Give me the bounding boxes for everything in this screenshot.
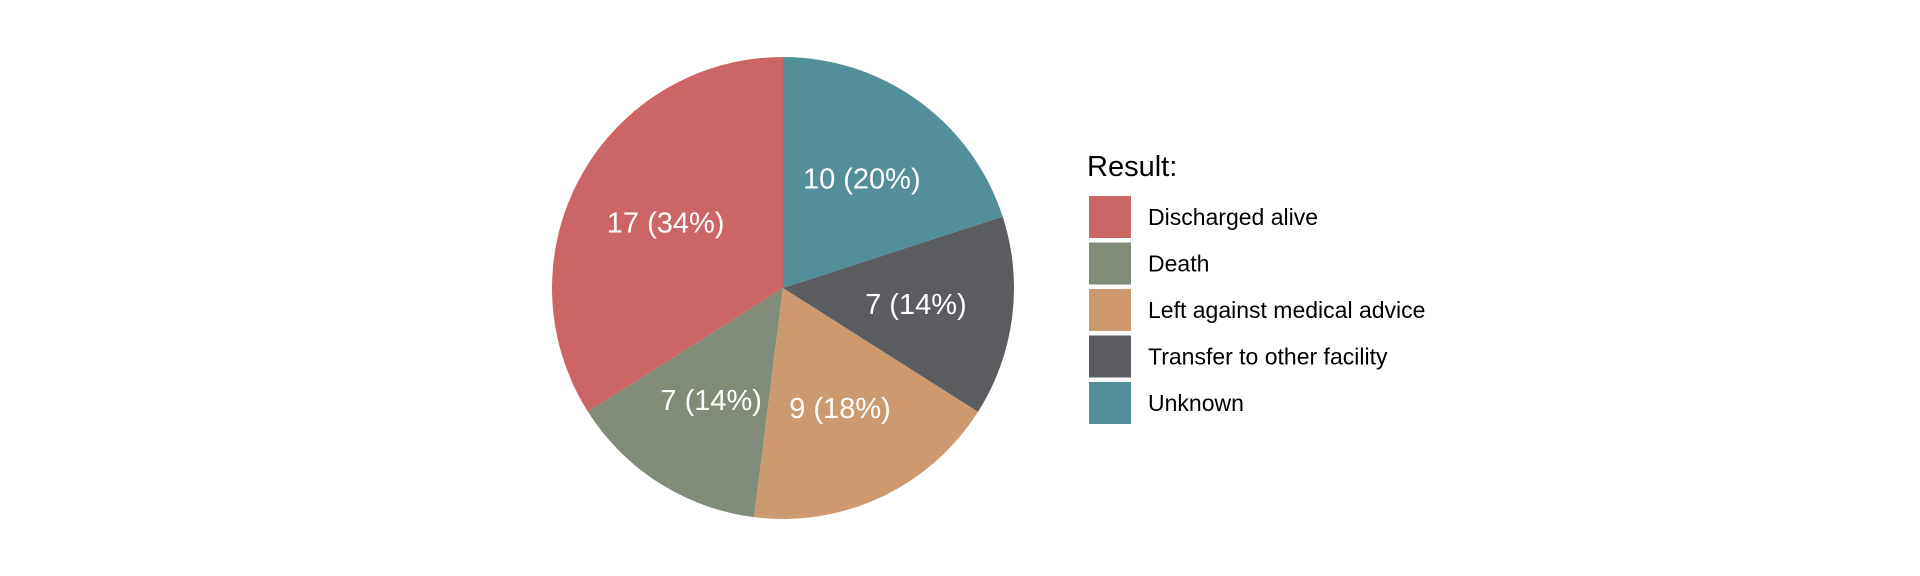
pie-slice-discharged-alive	[551, 57, 783, 412]
legend-swatch	[1089, 289, 1131, 331]
legend: Result: Discharged alive Death Left agains…	[1087, 151, 1425, 424]
pie-slice-left-against-medical-advice	[754, 288, 979, 520]
legend-title: Result:	[1087, 151, 1177, 183]
slice-value-label: 7 (14%)	[865, 289, 967, 321]
legend-label: Unknown	[1148, 390, 1244, 416]
pie-slices	[551, 57, 1014, 520]
slice-value-label: 9 (18%)	[789, 393, 891, 425]
legend-label: Discharged alive	[1148, 204, 1318, 230]
legend-swatch	[1089, 242, 1131, 285]
legend-swatch	[1089, 196, 1131, 238]
pie-slice-transfer-to-other-facility	[783, 216, 1014, 412]
legend-items: Discharged alive Death Left against medica…	[1089, 196, 1425, 424]
legend-label: Death	[1148, 251, 1209, 277]
pie-slice-labels: 17 (34%) 7 (14%) 9 (18%) 7 (14%) 10 (20%)	[607, 164, 967, 426]
legend-label: Left against medical advice	[1148, 297, 1425, 323]
slice-value-label: 10 (20%)	[803, 164, 921, 196]
slice-value-label: 7 (14%)	[660, 385, 762, 417]
pie-slice-death	[587, 288, 783, 518]
slice-value-label: 17 (34%)	[607, 208, 725, 240]
legend-swatch	[1089, 335, 1131, 378]
pie-slice-unknown	[783, 57, 1003, 288]
legend-swatch	[1089, 382, 1131, 424]
legend-label: Transfer to other facility	[1148, 344, 1388, 370]
